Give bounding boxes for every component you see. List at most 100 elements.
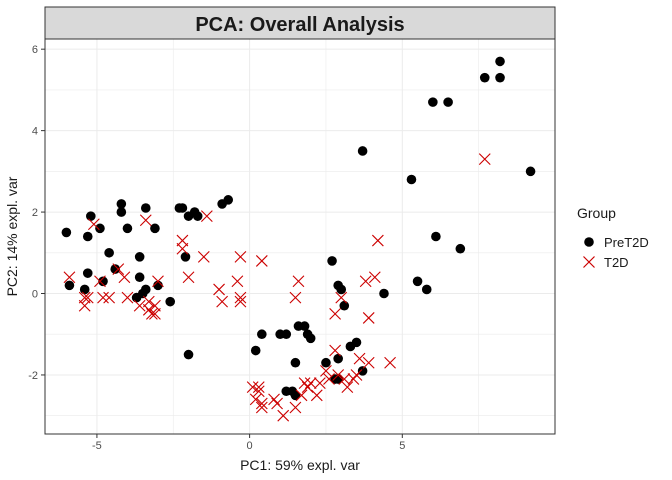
data-point-pret2d — [140, 203, 151, 213]
data-point-t2d — [332, 369, 345, 381]
data-point-pret2d — [183, 349, 194, 360]
data-point-pret2d — [351, 337, 362, 348]
data-point-t2d — [292, 275, 305, 288]
y-tick-label: 0 — [32, 289, 38, 301]
x-tick-label: 5 — [399, 440, 405, 452]
data-point-t2d — [255, 401, 268, 414]
data-point-pret2d — [431, 231, 441, 242]
data-point-t2d — [94, 275, 106, 288]
data-point-t2d — [139, 214, 152, 227]
data-point-pret2d — [250, 345, 261, 356]
data-point-pret2d — [525, 166, 536, 177]
data-point-pret2d — [443, 97, 453, 107]
data-point-t2d — [320, 364, 332, 377]
data-point-t2d — [133, 299, 146, 312]
y-tick-label: 4 — [32, 126, 38, 138]
x-tick-label: 0 — [247, 440, 253, 452]
data-point-t2d — [216, 295, 229, 308]
data-point-pret2d — [192, 211, 203, 221]
data-point-t2d — [277, 409, 290, 422]
data-point-pret2d — [428, 97, 438, 107]
data-point-t2d — [289, 401, 302, 414]
data-point-pret2d — [379, 288, 389, 299]
data-point-pret2d — [61, 227, 72, 238]
data-point-t2d — [142, 295, 155, 308]
data-point-t2d — [200, 210, 213, 223]
title-strip — [44, 6, 556, 40]
data-point-t2d — [359, 275, 372, 288]
points-layer — [61, 56, 536, 422]
data-point-pret2d — [357, 146, 368, 156]
data-point-t2d — [329, 307, 342, 320]
data-point-t2d — [145, 307, 158, 320]
data-point-pret2d — [79, 284, 90, 295]
y-tick-label: 2 — [32, 207, 38, 219]
data-point-t2d — [371, 234, 384, 247]
data-point-t2d — [149, 299, 161, 312]
data-point-t2d — [246, 381, 259, 394]
data-point-pret2d — [290, 390, 301, 401]
data-point-t2d — [252, 381, 265, 394]
data-point-pret2d — [82, 268, 93, 278]
data-point-t2d — [350, 369, 363, 381]
legend-label: T2D — [604, 255, 629, 270]
data-point-t2d — [304, 377, 317, 389]
plot-panel — [45, 39, 555, 434]
data-point-pret2d — [104, 247, 114, 258]
data-point-pret2d — [336, 284, 347, 295]
legend-item-t2d: T2D — [583, 255, 629, 270]
data-point-pret2d — [95, 223, 105, 234]
data-point-pret2d — [305, 333, 316, 344]
data-point-pret2d — [281, 329, 292, 340]
chart-title: PCA: Overall Analysis — [195, 14, 404, 36]
data-point-pret2d — [122, 223, 133, 234]
legend-circle-marker — [584, 237, 594, 247]
data-point-t2d — [234, 291, 247, 304]
data-point-pret2d — [421, 284, 432, 295]
data-point-t2d — [255, 255, 268, 267]
legend-title: Group — [577, 205, 616, 221]
data-point-pret2d — [333, 353, 343, 364]
data-point-t2d — [78, 299, 91, 312]
data-point-t2d — [478, 153, 491, 166]
data-point-t2d — [176, 234, 189, 247]
legend-x-marker — [583, 256, 595, 268]
y-tick-label: -2 — [28, 370, 38, 382]
data-point-pret2d — [299, 321, 310, 331]
data-point-t2d — [118, 271, 131, 284]
x-axis-title: PC1: 59% expl. var — [240, 457, 360, 473]
data-point-t2d — [234, 250, 247, 263]
data-point-t2d — [252, 385, 265, 398]
data-point-t2d — [368, 271, 381, 284]
data-point-pret2d — [134, 272, 145, 283]
data-point-t2d — [81, 291, 94, 304]
data-point-pret2d — [165, 296, 176, 307]
data-point-pret2d — [223, 195, 234, 205]
data-point-t2d — [249, 393, 262, 406]
data-point-t2d — [121, 291, 134, 304]
data-point-t2d — [231, 275, 244, 288]
data-point-pret2d — [357, 366, 368, 376]
panel-layer — [45, 39, 555, 434]
data-point-t2d — [362, 356, 375, 369]
data-point-pret2d — [180, 252, 191, 262]
data-point-pret2d — [116, 207, 127, 217]
data-point-t2d — [338, 373, 351, 385]
data-point-t2d — [335, 291, 348, 304]
data-point-t2d — [362, 312, 375, 324]
data-point-t2d — [313, 377, 326, 389]
data-point-t2d — [197, 250, 210, 263]
data-point-t2d — [289, 291, 302, 304]
data-point-t2d — [271, 397, 283, 410]
legend-label: PreT2D — [604, 235, 649, 250]
data-point-t2d — [384, 356, 396, 369]
data-point-pret2d — [321, 357, 331, 368]
data-point-t2d — [329, 344, 342, 357]
data-point-t2d — [323, 373, 335, 385]
data-point-t2d — [176, 242, 189, 255]
y-axis-title: PC2: 14% expl. var — [4, 176, 20, 296]
data-point-t2d — [103, 291, 116, 304]
data-point-pret2d — [82, 231, 93, 242]
data-point-t2d — [97, 291, 109, 304]
data-point-t2d — [78, 291, 91, 304]
